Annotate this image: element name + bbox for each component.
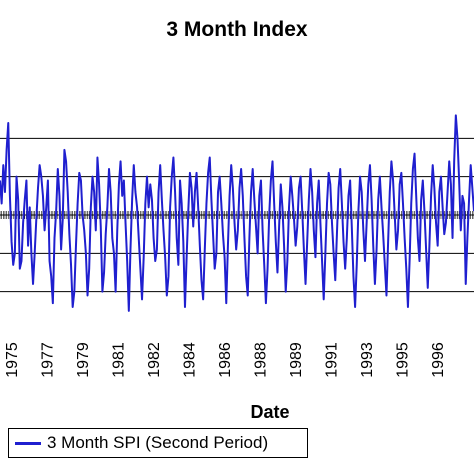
x-tick-label: 1975 [4,342,21,378]
chart-title: 3 Month Index [166,18,308,41]
x-tick-label: 1996 [430,342,447,378]
x-tick-label: 1982 [146,342,163,378]
legend-swatch [15,441,41,445]
x-tick-label: 1989 [288,342,305,378]
x-axis-title: Date [250,402,290,422]
x-tick-label: 1995 [395,342,412,378]
x-tick-label: 1977 [40,342,57,378]
x-tick-label: 1979 [75,342,92,378]
x-tick-label: 1981 [111,342,128,378]
x-tick-label: 1988 [253,342,270,378]
legend: 3 Month SPI (Second Period) [8,428,308,458]
x-tick-label: 1993 [359,342,376,378]
x-tick-label: 1984 [182,342,199,378]
x-tick-label: 1986 [217,342,234,378]
series-line-3-month-spi [0,114,474,312]
legend-label: 3 Month SPI (Second Period) [47,433,269,452]
x-tick-label: 1991 [324,342,341,378]
